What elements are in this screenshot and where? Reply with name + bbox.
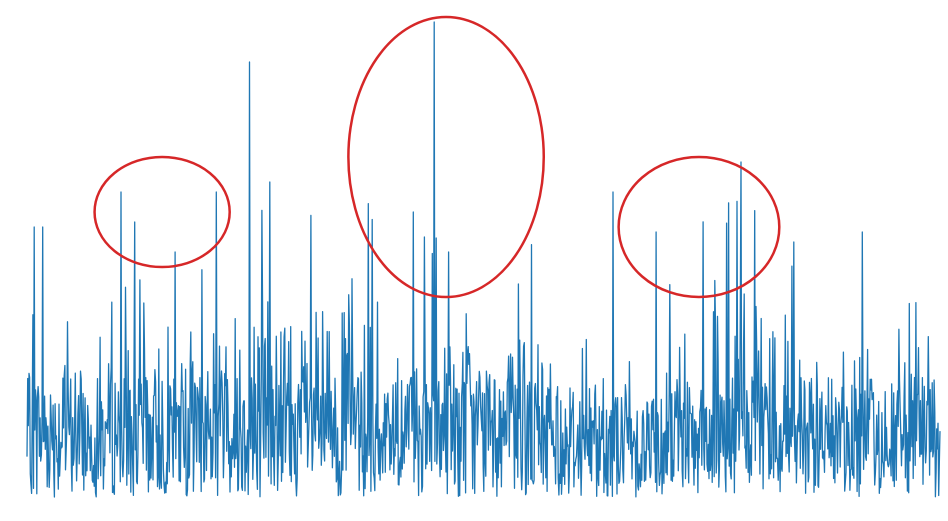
series-line-0 <box>26 21 941 498</box>
plot-area <box>26 15 941 498</box>
highlight-ellipse-1 <box>347 15 546 299</box>
highlight-ellipse-2 <box>617 155 781 299</box>
highlight-ellipse-0 <box>93 155 231 269</box>
